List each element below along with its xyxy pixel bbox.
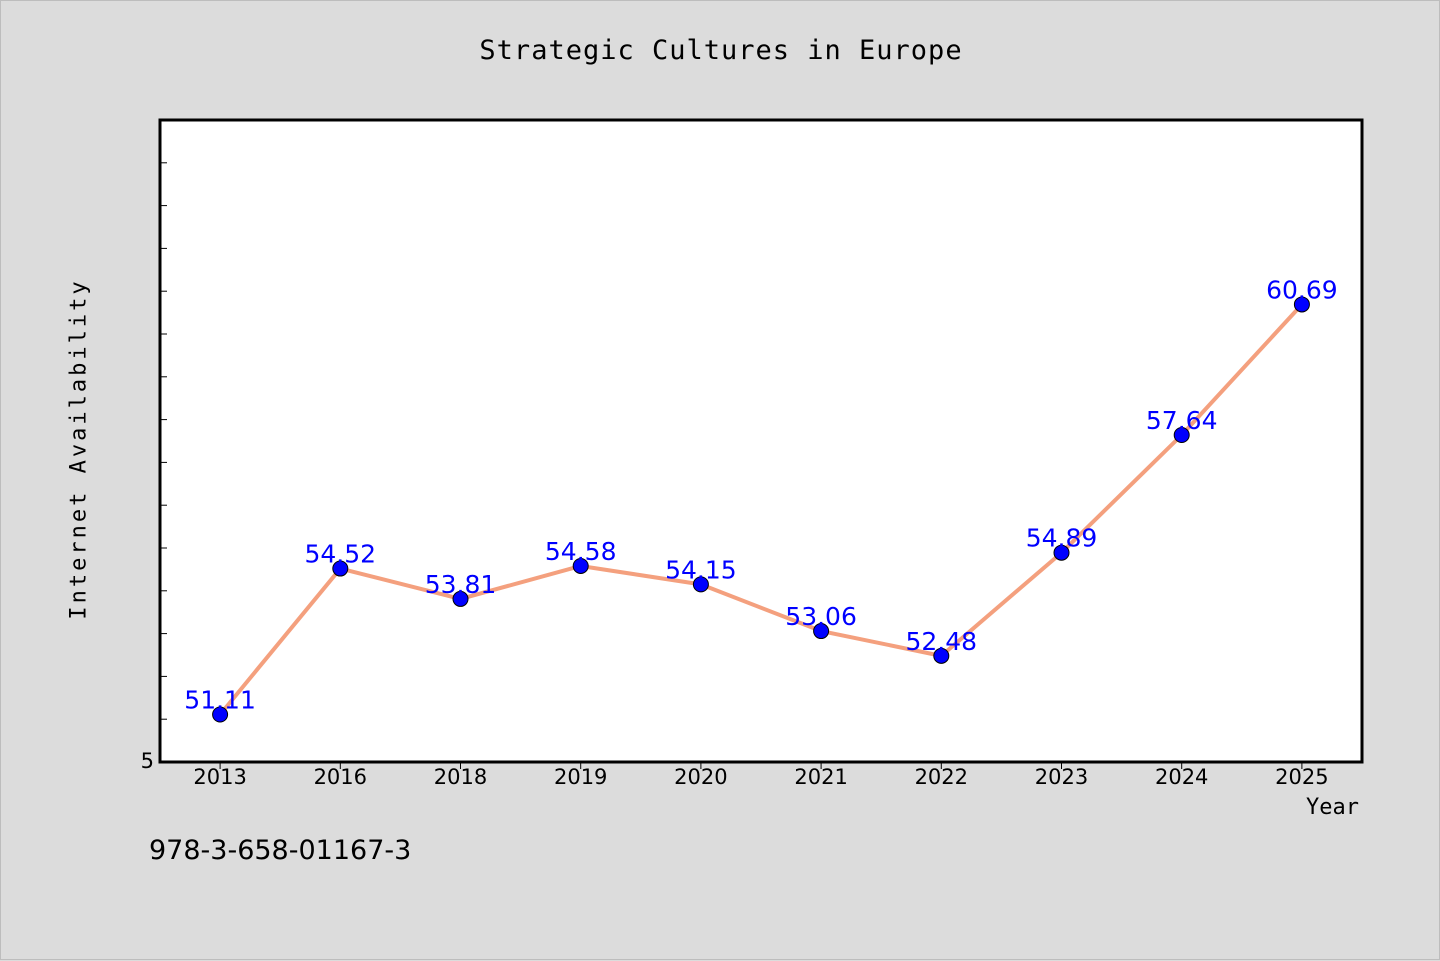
x-tick-label: 2020 — [674, 765, 727, 789]
series-line — [218, 302, 1304, 717]
data-point — [813, 623, 830, 640]
data-label: 54.58 — [545, 537, 617, 566]
data-point — [1173, 427, 1190, 444]
x-tick-label: 2022 — [915, 765, 968, 789]
data-label: 51.11 — [184, 685, 256, 714]
data-label: 53.81 — [425, 570, 497, 599]
data-label: 54.89 — [1026, 524, 1098, 553]
data-point — [1053, 544, 1070, 561]
data-point — [332, 560, 349, 577]
x-tick-label: 2024 — [1155, 765, 1208, 789]
data-label: 54.52 — [305, 540, 377, 569]
data-point — [692, 576, 709, 593]
data-label: 57.64 — [1146, 406, 1218, 435]
x-tick-label: 2021 — [794, 765, 847, 789]
x-tick-label: 2019 — [554, 765, 607, 789]
x-tick-label: 2013 — [193, 765, 246, 789]
data-point — [1293, 296, 1310, 313]
x-axis-title: Year — [1306, 795, 1359, 820]
data-point — [933, 647, 950, 664]
data-label: 53.06 — [785, 602, 857, 631]
data-label: 54.15 — [665, 555, 737, 584]
x-tick-label: 2025 — [1275, 765, 1328, 789]
isbn-text: 978-3-658-01167-3 — [149, 835, 412, 866]
data-point — [452, 590, 469, 607]
y-tick-label: 5 — [141, 749, 154, 773]
data-point — [572, 557, 589, 574]
data-label: 52.48 — [906, 627, 978, 656]
plot-frame — [158, 118, 1364, 764]
data-point — [212, 706, 229, 723]
x-tick-label: 2023 — [1035, 765, 1088, 789]
data-label: 60.69 — [1266, 275, 1338, 304]
x-tick-label: 2016 — [314, 765, 367, 789]
x-tick-label: 2018 — [434, 765, 487, 789]
chart-title: Strategic Cultures in Europe — [479, 35, 963, 66]
